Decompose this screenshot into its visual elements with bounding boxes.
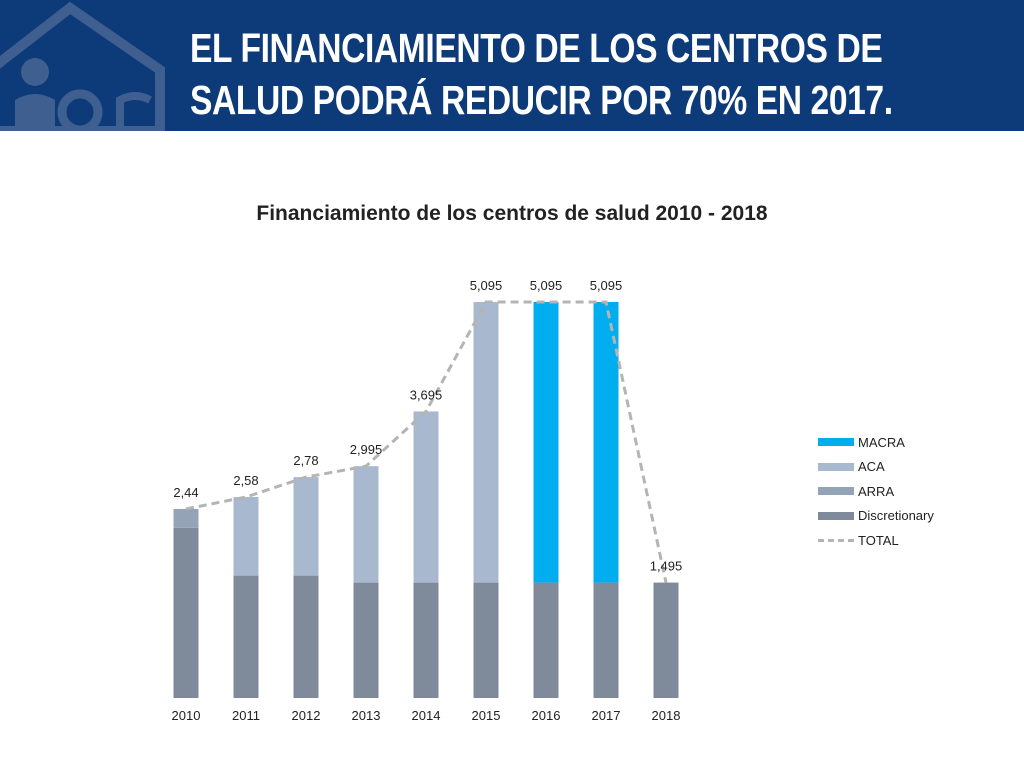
page-title: EL FINANCIAMIENTO DE LOS CENTROS DE SALU… (190, 22, 893, 126)
bar-macra-2016 (533, 301, 559, 583)
total-data-label-2016: 5,095 (530, 278, 563, 293)
bar-discretionary-2011 (233, 575, 259, 698)
x-tick-label-2014: 2014 (412, 708, 441, 723)
x-tick-label-2017: 2017 (592, 708, 621, 723)
bar-macra-2017 (593, 301, 619, 583)
x-tick-label-2016: 2016 (532, 708, 561, 723)
x-tick-label-2012: 2012 (292, 708, 321, 723)
bar-discretionary-2017 (593, 582, 619, 698)
bar-discretionary-2015 (473, 582, 499, 698)
legend-label-discretionary: Discretionary (858, 508, 934, 524)
total-data-label-2015: 5,095 (470, 278, 503, 293)
page-title-line-1: EL FINANCIAMIENTO DE LOS CENTROS DE (190, 25, 883, 71)
bar-aca-2011 (233, 497, 259, 576)
x-tick-label-2015: 2015 (472, 708, 501, 723)
total-data-label-2012: 2,78 (293, 453, 318, 468)
header-banner: EL FINANCIAMIENTO DE LOS CENTROS DE SALU… (0, 0, 1024, 131)
chart-legend: MACRA ACA ARRA Discretionary TOTAL (818, 430, 934, 553)
bar-discretionary-2012 (293, 575, 319, 698)
bar-aca-2012 (293, 477, 319, 576)
house-logo-icon (0, 1, 165, 131)
total-data-label-2018: 1,495 (650, 559, 683, 574)
x-tick-label-2018: 2018 (652, 708, 681, 723)
x-tick-label-2013: 2013 (352, 708, 381, 723)
legend-item-discretionary: Discretionary (818, 504, 934, 529)
bar-arra-2010 (173, 508, 199, 528)
total-data-label-2014: 3,695 (410, 387, 443, 402)
legend-swatch-macra (818, 438, 854, 447)
total-data-label-2011: 2,58 (233, 473, 258, 488)
legend-label-arra: ARRA (858, 483, 895, 499)
bar-discretionary-2013 (353, 582, 379, 698)
legend-label-macra: MACRA (858, 434, 905, 450)
legend-item-arra: ARRA (818, 479, 934, 504)
legend-item-total: TOTAL (818, 528, 934, 553)
total-data-label-2013: 2,995 (350, 442, 383, 457)
legend-item-macra: MACRA (818, 430, 934, 455)
legend-dash-total (818, 538, 854, 542)
legend-swatch-discretionary (818, 511, 854, 520)
legend-label-aca: ACA (858, 459, 885, 475)
legend-item-aca: ACA (818, 455, 934, 480)
bar-aca-2015 (473, 301, 499, 583)
bar-aca-2014 (413, 411, 439, 583)
chart-title: Financiamiento de los centros de salud 2… (256, 202, 768, 225)
bar-aca-2013 (353, 466, 379, 583)
legend-swatch-aca (818, 462, 854, 471)
total-data-label-2010: 2,44 (173, 485, 198, 500)
bar-discretionary-2014 (413, 582, 439, 698)
bar-discretionary-2018 (653, 582, 679, 698)
page-title-line-2: SALUD PODRÁ REDUCIR POR 70% EN 2017. (190, 77, 893, 123)
bar-discretionary-2016 (533, 582, 559, 698)
legend-swatch-arra (818, 487, 854, 496)
legend-label-total: TOTAL (858, 532, 899, 548)
total-series-line (185, 300, 668, 583)
bar-discretionary-2010 (173, 527, 199, 698)
total-data-label-2017: 5,095 (590, 278, 623, 293)
x-tick-label-2011: 2011 (232, 708, 260, 723)
x-tick-label-2010: 2010 (172, 708, 201, 723)
